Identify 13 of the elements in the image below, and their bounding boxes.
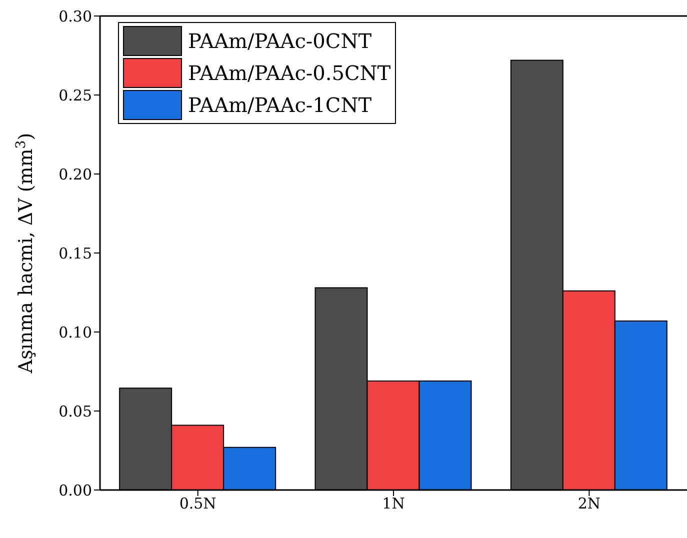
y-tick-label: 0.00: [58, 481, 92, 500]
x-tick-label: 2N: [578, 494, 601, 513]
legend-label: PAAm/PAAc-0.5CNT: [188, 61, 391, 85]
y-tick-label: 0.20: [58, 165, 92, 184]
y-tick-label: 0.30: [58, 7, 92, 26]
y-tick-label: 0.15: [58, 244, 92, 262]
legend-label: PAAm/PAAc-1CNT: [188, 93, 372, 117]
legend-label: PAAm/PAAc-0CNT: [188, 29, 372, 53]
x-tick-label: 1N: [382, 494, 405, 513]
x-tick-label: 0.5N: [179, 494, 216, 513]
y-tick-label: 0.05: [58, 402, 92, 420]
y-tick-label: 0.10: [58, 323, 92, 342]
y-tick-label: 0.25: [58, 86, 92, 104]
